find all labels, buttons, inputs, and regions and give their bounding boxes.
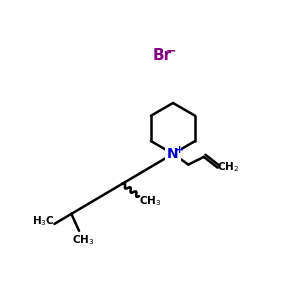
Text: −: − xyxy=(166,44,177,57)
Text: Br: Br xyxy=(152,48,171,63)
Text: N: N xyxy=(167,147,179,161)
Text: CH$_3$: CH$_3$ xyxy=(139,194,161,208)
Text: +: + xyxy=(175,145,184,155)
Text: H$_3$C: H$_3$C xyxy=(32,214,55,228)
Text: CH$_3$: CH$_3$ xyxy=(72,233,95,247)
Text: CH$_2$: CH$_2$ xyxy=(217,160,239,174)
